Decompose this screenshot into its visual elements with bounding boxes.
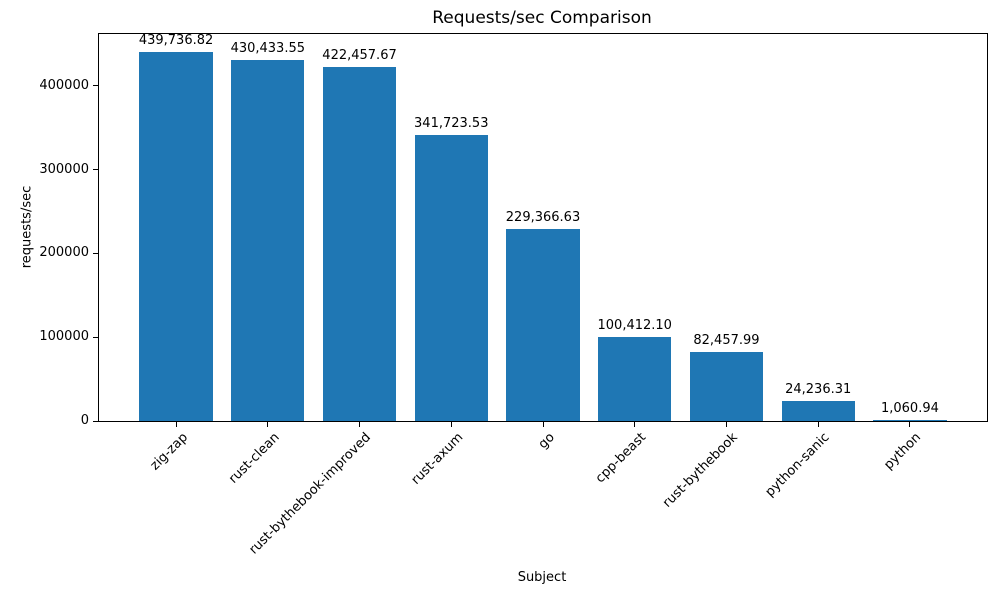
x-tick-mark [634,422,636,427]
y-tick-mark [93,169,99,171]
x-tick-mark [175,422,177,427]
x-tick-mark [542,422,544,427]
bar [689,351,764,421]
bar-value-label: 82,457.99 [693,332,760,348]
x-tick-label: cpp-beast [593,430,650,487]
y-tick-label: 400000 [39,77,89,93]
bar-value-label: 439,736.82 [138,33,214,49]
bar-value-label: 100,412.10 [597,317,672,333]
bar-value-label: 1,060.94 [880,401,939,417]
x-axis-label: Subject [517,570,567,585]
bar [781,400,855,421]
x-tick-mark [909,422,911,427]
x-tick-label: rust-bythebook [660,430,742,511]
x-tick-mark [450,422,452,427]
bar-value-label: 422,457.67 [322,47,397,63]
plot-area: 0 100000 200000 300000 400000 439,736.82 zig-z… [39,33,988,557]
chart-title: Requests/sec Comparison [432,8,652,28]
x-tick-label: python [881,430,925,473]
x-tick-label: rust-clean [225,430,283,487]
y-tick-mark [93,85,99,87]
bar-value-label: 341,723.53 [414,115,489,131]
bar [231,60,305,421]
bar [139,52,213,421]
bar [506,228,580,421]
y-tick-label: 300000 [39,161,89,177]
x-tick-mark [725,422,727,427]
bar [873,420,947,421]
x-tick-label: go [535,430,558,453]
bar [322,66,397,421]
bar-value-label: 229,366.63 [505,209,581,225]
x-tick-mark [359,422,361,427]
x-tick-label: zig-zap [147,430,191,474]
x-tick-label: rust-axum [408,430,466,488]
bar-value-label: 430,433.55 [230,41,305,57]
bar [414,134,488,421]
y-tick-mark [93,336,99,338]
y-tick-label: 200000 [39,245,89,261]
y-tick-mark [93,252,99,254]
y-tick-label: 0 [80,413,89,428]
x-tick-mark [817,422,819,427]
y-tick-label: 100000 [39,329,89,345]
bar [598,336,672,421]
x-tick-mark [267,422,269,427]
bar-value-label: 24,236.31 [785,381,852,397]
y-tick-mark [93,420,99,422]
x-tick-label: python-sanic [762,430,833,500]
